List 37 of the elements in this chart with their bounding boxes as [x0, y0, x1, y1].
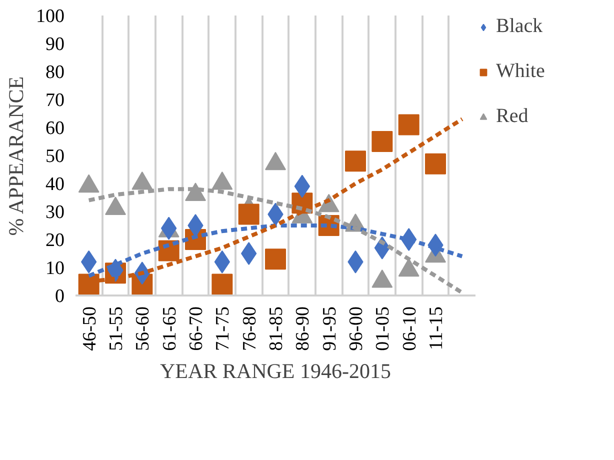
point	[345, 150, 366, 172]
x-tick-label: 11-15	[426, 306, 447, 350]
y-tick-label: 30	[46, 202, 64, 223]
x-tick-label: 01-05	[372, 306, 394, 351]
x-tick-label: 51-55	[106, 306, 127, 351]
x-tick-label: 06-10	[399, 306, 420, 351]
legend-label: White	[496, 60, 545, 83]
x-tick-label: 96-00	[346, 306, 367, 351]
point	[265, 248, 286, 270]
y-tick-label: 0	[55, 286, 64, 307]
y-axis-title: % APPEARANCE	[4, 76, 28, 236]
legend-label: Black	[496, 15, 543, 38]
x-tick-label: 76-80	[239, 306, 260, 351]
y-tick-label: 10	[46, 258, 64, 279]
point	[372, 131, 393, 152]
y-tick-label: 20	[46, 230, 64, 251]
x-tick-label: 61-65	[159, 306, 180, 351]
y-tick-label: 40	[46, 174, 64, 195]
y-tick-label: 50	[46, 146, 64, 167]
y-tick-label: 60	[46, 118, 64, 139]
x-tick-label: 86-90	[292, 306, 314, 351]
y-tick-label: 80	[46, 62, 64, 83]
x-tick-label: 81-85	[266, 306, 287, 351]
point	[238, 204, 260, 225]
y-tick-label: 100	[36, 6, 64, 27]
x-tick-label: 66-70	[186, 306, 207, 351]
x-tick-label: 56-60	[132, 306, 154, 351]
point	[212, 274, 233, 295]
x-tick-label: 46-50	[79, 306, 100, 351]
x-tick-label: 71-75	[212, 306, 234, 351]
x-tick-label: 91-95	[319, 306, 340, 351]
point	[398, 114, 420, 136]
y-tick-label: 70	[46, 90, 64, 111]
x-axis-title: YEAR RANGE 1946-2015	[160, 358, 392, 383]
legend-label: Red	[496, 105, 528, 128]
y-tick-label: 90	[46, 34, 64, 55]
point	[425, 153, 446, 174]
